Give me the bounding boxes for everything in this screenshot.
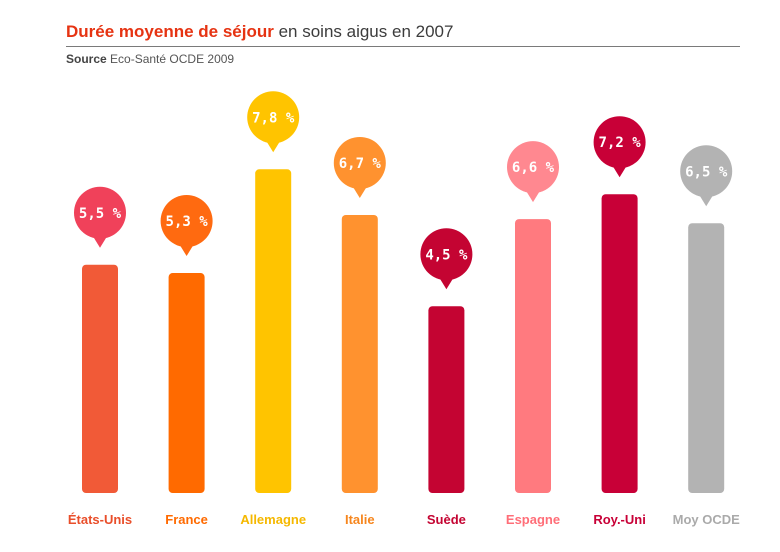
bar bbox=[515, 219, 551, 493]
category-label: Moy OCDE bbox=[673, 512, 741, 527]
value-bubble bbox=[160, 195, 213, 248]
chart-title-rest: en soins aigus en 2007 bbox=[278, 22, 454, 41]
chart-title-bold: Durée moyenne de séjour bbox=[66, 22, 274, 41]
title-divider bbox=[66, 46, 740, 47]
bar bbox=[428, 306, 465, 493]
value-label: 7,8 % bbox=[252, 110, 295, 126]
category-label: Allemagne bbox=[240, 512, 306, 527]
value-label: 6,5 % bbox=[685, 164, 728, 180]
value-label: 7,2 % bbox=[599, 135, 642, 151]
value-label: 6,6 % bbox=[512, 160, 555, 176]
chart-title: Durée moyenne de séjour en soins aigus e… bbox=[66, 22, 740, 42]
category-label: Espagne bbox=[506, 512, 560, 527]
bar bbox=[255, 169, 292, 494]
value-bubble bbox=[680, 145, 733, 198]
value-label: 6,7 % bbox=[339, 156, 382, 172]
value-label: 4,5 % bbox=[425, 247, 468, 263]
value-bubble bbox=[74, 186, 126, 239]
value-bubble bbox=[507, 141, 559, 194]
bar bbox=[341, 214, 378, 493]
value-bubble bbox=[420, 228, 473, 281]
category-label: Roy.-Uni bbox=[593, 512, 645, 527]
category-label: Suède bbox=[427, 512, 466, 527]
source-label: Source bbox=[66, 52, 107, 66]
category-label: États-Unis bbox=[68, 512, 132, 527]
bar bbox=[601, 194, 638, 493]
value-label: 5,5 % bbox=[79, 206, 122, 222]
chart-source: Source Eco-Santé OCDE 2009 bbox=[66, 52, 234, 66]
bar bbox=[168, 273, 205, 493]
source-text: Eco-Santé OCDE 2009 bbox=[110, 52, 235, 66]
value-label: 5,3 % bbox=[166, 214, 209, 230]
value-bubble bbox=[247, 91, 300, 144]
bar bbox=[688, 223, 725, 493]
value-bubble bbox=[593, 116, 646, 169]
bar bbox=[82, 264, 118, 493]
category-label: Italie bbox=[345, 512, 375, 527]
value-bubble bbox=[333, 136, 386, 189]
category-label: France bbox=[165, 512, 208, 527]
